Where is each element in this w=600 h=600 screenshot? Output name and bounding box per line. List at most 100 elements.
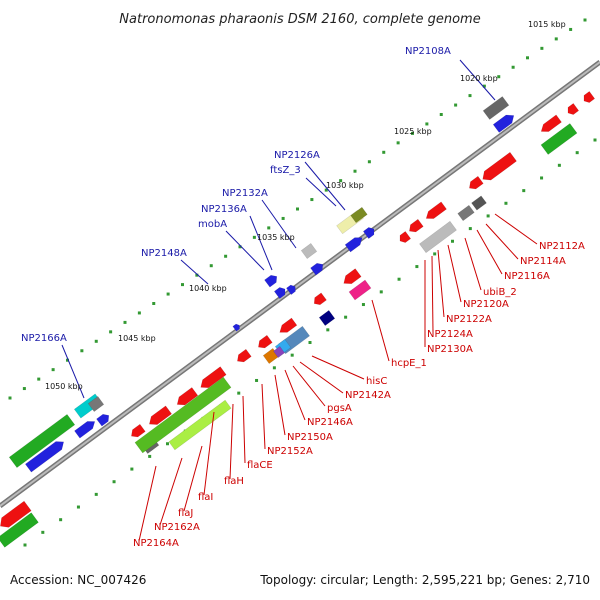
scale-label: 1040 kbp: [189, 284, 227, 293]
scale-tick-mark: [112, 480, 116, 484]
scale-label: 1035 kbp: [257, 233, 295, 242]
scale-tick-mark: [583, 18, 587, 22]
scale-tick-mark: [344, 315, 348, 319]
scale-tick-mark: [237, 391, 241, 395]
scale-tick-mark: [23, 543, 27, 547]
gene-feature: [264, 274, 278, 288]
gene-label: NP2148A: [141, 248, 187, 259]
gene-label: flaCE: [247, 460, 273, 471]
scale-tick-mark: [497, 75, 501, 79]
scale-tick-mark: [504, 201, 508, 205]
gene-label: NP2162A: [154, 522, 200, 533]
scale-tick-mark: [411, 131, 414, 135]
leader-line: [304, 161, 346, 211]
scale-tick-mark: [238, 245, 242, 249]
gene-feature: [362, 227, 375, 239]
scale-label: 1050 kbp: [45, 382, 83, 391]
gene-feature: [310, 262, 324, 276]
scale-tick-mark: [137, 311, 141, 315]
gene-feature: [149, 405, 172, 425]
gene-feature: [540, 123, 578, 155]
leader-line: [371, 299, 390, 362]
gene-label: flaI: [198, 492, 213, 503]
gene-label: NP2108A: [405, 46, 451, 57]
gene-label: NP2112A: [539, 241, 585, 252]
gene-label: NP2120A: [463, 299, 509, 310]
scale-tick-mark: [94, 492, 98, 496]
gene-feature: [583, 91, 596, 103]
scale-label: 1015 kbp: [528, 20, 566, 29]
gene-feature: [482, 151, 517, 181]
leader-line: [183, 445, 203, 512]
leader-line: [274, 374, 286, 436]
gene-label: NP2130A: [427, 344, 473, 355]
scale-tick-mark: [468, 227, 472, 231]
scale-tick-mark: [367, 160, 371, 164]
gene-feature: [24, 441, 64, 473]
leader-line: [431, 255, 434, 333]
gene-feature: [540, 114, 562, 132]
scale-tick-mark: [109, 330, 113, 334]
map-title: Natronomonas pharaonis DSM 2160, complet…: [119, 12, 480, 27]
leader-line: [299, 361, 344, 394]
gene-label: hisC: [366, 376, 387, 387]
scale-tick-mark: [290, 353, 294, 357]
scale-tick-mark: [511, 65, 515, 69]
leader-line: [229, 403, 234, 480]
scale-tick-mark: [397, 277, 401, 281]
scale-tick-mark: [148, 454, 152, 458]
scale-tick-mark: [37, 377, 41, 381]
gene-label: flaH: [224, 476, 244, 487]
scale-tick-mark: [281, 216, 285, 220]
scale-tick-mark: [267, 226, 271, 230]
gene-label: NP2166A: [21, 333, 67, 344]
scale-tick-mark: [522, 189, 526, 193]
scale-tick-mark: [209, 264, 213, 268]
gene-feature: [232, 323, 240, 332]
leader-line: [447, 244, 462, 303]
leader-line: [305, 177, 337, 207]
scale-tick-mark: [540, 176, 544, 180]
gene-feature: [200, 366, 227, 389]
gene-feature: [87, 396, 105, 412]
scale-tick-mark: [94, 339, 98, 343]
leader-line: [61, 344, 85, 399]
leader-line: [261, 383, 266, 450]
leader-line: [261, 199, 297, 249]
gene-feature: [419, 220, 457, 254]
scale-tick-mark: [152, 302, 156, 305]
gene-feature: [176, 387, 199, 406]
gene-feature: [425, 201, 447, 219]
gene-label: NP2122A: [446, 314, 492, 325]
gene-feature: [286, 284, 296, 295]
scale-tick-mark: [379, 290, 383, 294]
scale-tick-mark: [195, 273, 199, 277]
scale-tick-mark: [526, 56, 529, 60]
scale-tick-mark: [59, 518, 63, 522]
scale-tick-mark: [569, 27, 573, 31]
scale-tick-mark: [22, 387, 26, 391]
scale-label: 1045 kbp: [118, 334, 156, 343]
gene-label: NP2136A: [201, 204, 247, 215]
scale-tick-mark: [433, 252, 437, 256]
leader-line: [311, 355, 365, 380]
scale-tick-mark: [415, 265, 419, 269]
scale-tick-mark: [166, 292, 170, 296]
gene-feature: [237, 348, 252, 363]
scale-tick-mark: [326, 328, 330, 332]
gene-feature: [567, 103, 580, 115]
scale-tick-mark: [41, 530, 45, 534]
scale-tick-mark: [255, 378, 259, 382]
gene-feature: [300, 243, 318, 259]
scale-tick-mark: [252, 235, 256, 239]
gene-label: hcpE_1: [391, 358, 427, 369]
gene-label: NP2152A: [267, 446, 313, 457]
gene-label: NP2146A: [307, 417, 353, 428]
gene-label: flaJ: [178, 508, 193, 519]
scale-tick-mark: [324, 188, 328, 192]
gene-feature: [471, 195, 487, 211]
gene-label: NP2164A: [133, 538, 179, 549]
leader-line: [203, 411, 215, 496]
scale-tick-mark: [296, 207, 299, 211]
gene-label: NP2124A: [427, 329, 473, 340]
